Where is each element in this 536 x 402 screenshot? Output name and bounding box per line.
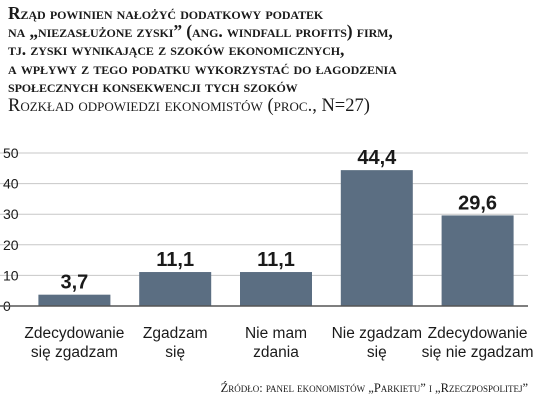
chart-title: Rząd powinien nałożyć dodatkowy podatek … xyxy=(8,4,532,95)
chart-subtitle: Rozkład odpowiedzi ekonomistów (proc., N… xyxy=(8,96,370,116)
title-line: Rząd powinien nałożyć dodatkowy podatek xyxy=(8,3,324,23)
y-tick-label: 30 xyxy=(3,206,19,222)
y-tick-label: 10 xyxy=(3,267,19,283)
bar xyxy=(441,215,514,306)
x-category-label: Nie zgadzam xyxy=(332,325,422,342)
x-category-label: zdania xyxy=(253,344,299,361)
source-note: Źródło: panel ekonomistów „Parkietu” i „… xyxy=(220,381,528,395)
title-line: społecznych konsekwencji tych szoków xyxy=(8,75,298,96)
y-tick-label: 50 xyxy=(3,145,19,161)
bar-value-label: 44,4 xyxy=(357,147,397,169)
y-tick-label: 20 xyxy=(3,237,19,253)
x-category-label: się xyxy=(367,344,387,361)
title-line: tj. zyski wynikające z szoków ekonomiczn… xyxy=(8,39,345,60)
x-category-label: się zgadzam xyxy=(31,344,118,361)
y-tick-label: 40 xyxy=(3,176,19,192)
x-category-label: się nie zgadzam xyxy=(422,344,534,361)
bar xyxy=(240,272,312,306)
x-category-label: Zdecydowanie xyxy=(24,325,124,342)
bar-value-label: 11,1 xyxy=(257,249,295,271)
title-line: na „niezasłużone zyski” (ang. windfall p… xyxy=(8,21,393,42)
bar xyxy=(139,272,212,306)
x-category-label: Zdecydowanie xyxy=(428,325,528,342)
bar-value-label: 3,7 xyxy=(60,272,88,294)
bar xyxy=(340,170,413,306)
x-category-label: Zgadzam xyxy=(143,325,208,342)
bar-value-label: 29,6 xyxy=(458,192,497,214)
x-category-label: się xyxy=(165,344,185,361)
bar xyxy=(38,294,111,306)
bar-value-label: 11,1 xyxy=(156,249,194,271)
x-category-label: Nie mam xyxy=(245,325,307,342)
title-line: a wpływy z tego podatku wykorzystać do ł… xyxy=(8,57,397,78)
